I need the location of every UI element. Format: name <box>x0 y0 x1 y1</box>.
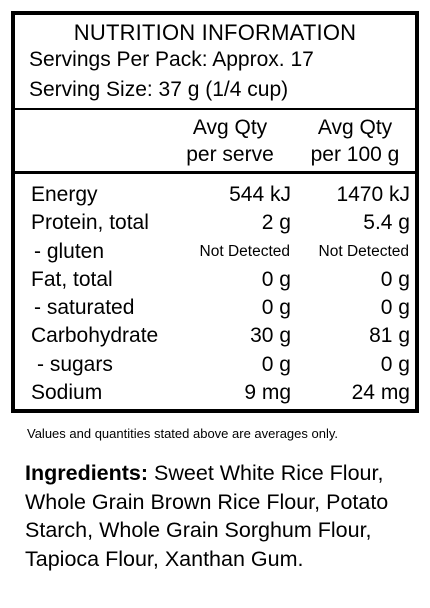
nutrient-label: - sugars <box>37 352 113 376</box>
per-serve-value: 0 g <box>261 267 291 291</box>
table-row: Protein, total 2 g 5.4 g <box>15 209 415 237</box>
per-serve-value: 544 kJ <box>229 183 291 206</box>
per-serve-value: 9 mg <box>244 381 291 405</box>
table-row: Carbohydrate 30 g 81 g <box>15 322 415 350</box>
column-header-line: per serve <box>186 143 274 166</box>
per-100g-value: 81 g <box>369 324 410 348</box>
serving-size: Serving Size: 37 g (1/4 cup) <box>29 78 289 101</box>
nutrition-panel: NUTRITION INFORMATION Servings Per Pack:… <box>11 11 419 413</box>
column-header-line: Avg Qty <box>317 116 393 139</box>
nutrient-label: Sodium <box>31 381 103 405</box>
per-100g-value: 24 mg <box>351 381 410 405</box>
ingredients-block: Ingredients: Sweet White Rice Flour, Who… <box>25 459 425 573</box>
per-serve-value: 30 g <box>250 324 291 348</box>
panel-title: NUTRITION INFORMATION <box>73 20 357 45</box>
table-row: Sodium 9 mg 24 mg <box>15 379 415 407</box>
divider-header <box>15 171 415 174</box>
ingredients-heading: Ingredients: <box>25 461 149 485</box>
per-100g-value: 0 g <box>380 352 410 376</box>
nutrient-label: - gluten <box>34 239 105 263</box>
table-row: - gluten Not Detected Not Detected <box>15 238 415 266</box>
table-row: - sugars 0 g 0 g <box>15 351 415 379</box>
nutrient-label: Fat, total <box>31 267 113 291</box>
per-100g-value: 0 g <box>380 296 410 320</box>
per-100g-value: 0 g <box>380 267 410 291</box>
column-header-per-serve: Avg Qty per serve <box>170 114 290 168</box>
column-header-per-100g: Avg Qty per 100 g <box>295 114 415 168</box>
table-row: - saturated 0 g 0 g <box>15 294 415 322</box>
per-serve-value: 0 g <box>261 296 291 320</box>
divider-top <box>15 108 415 110</box>
nutrient-label: Energy <box>31 183 98 206</box>
nutrient-label: Protein, total <box>31 211 149 235</box>
column-header-line: per 100 g <box>310 143 400 166</box>
per-serve-value: 2 g <box>261 211 291 235</box>
per-serve-value: 0 g <box>261 352 291 376</box>
per-100g-value: Not Detected <box>318 242 409 260</box>
nutrient-label: - saturated <box>34 296 135 320</box>
nutrient-label: Carbohydrate <box>31 324 159 348</box>
per-100g-value: 5.4 g <box>363 211 410 235</box>
averages-note: Values and quantities stated above are a… <box>27 426 339 441</box>
table-row: Fat, total 0 g 0 g <box>15 266 415 294</box>
servings-per-pack: Servings Per Pack: Approx. 17 <box>29 48 314 71</box>
table-row: Energy 544 kJ 1470 kJ <box>15 181 415 209</box>
column-header-line: Avg Qty <box>192 116 268 139</box>
per-100g-value: 1470 kJ <box>336 183 410 206</box>
nutrient-table: Energy 544 kJ 1470 kJ Protein, total 2 g… <box>15 181 415 407</box>
ingredients-list: Sweet White Rice Flour, Whole Grain Brow… <box>25 461 389 571</box>
per-serve-value: Not Detected <box>199 242 290 260</box>
